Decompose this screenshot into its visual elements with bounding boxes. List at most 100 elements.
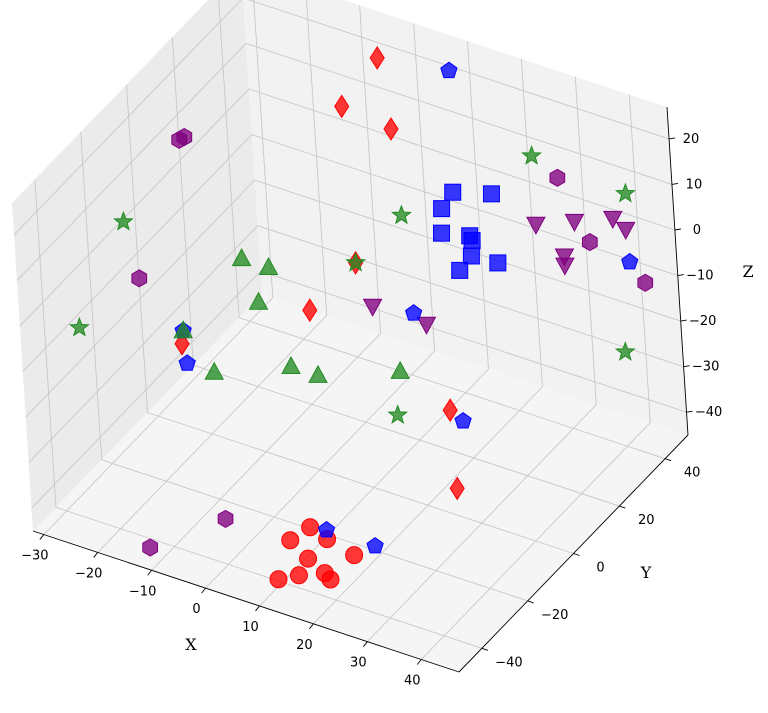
x-tick-label: 10 [242, 620, 259, 635]
x-tick-label: −10 [129, 584, 156, 599]
x-tick-mark [147, 569, 152, 576]
data-point-square [482, 185, 500, 203]
data-point-diamond [383, 117, 399, 141]
data-point-hexagon [582, 233, 598, 252]
axis-lines [32, 106, 693, 673]
data-point-circle [301, 518, 320, 537]
data-point-star [113, 210, 134, 231]
y-tick-mark [481, 647, 489, 651]
x-tick-label: 0 [192, 602, 200, 617]
z-tick-mark [668, 137, 676, 140]
data-point-circle [299, 549, 318, 568]
data-point-square [451, 261, 469, 279]
x-tick-label: −30 [21, 549, 48, 564]
x-tick-mark [255, 605, 260, 612]
grid-lines [13, 0, 687, 660]
data-point-star [387, 404, 409, 424]
axis-panes [12, 0, 688, 672]
data-point-hexagon [549, 168, 566, 187]
z-axis-line [666, 106, 689, 436]
x-tick-mark [416, 659, 422, 665]
x-tick-label: 30 [350, 656, 367, 671]
data-point-triangle-up [281, 355, 301, 374]
tick-labels: −30 −20 −10 0 10 20 30 40 −40 −20 0 20 40 −40 −30 −20 −1… [21, 132, 722, 689]
data-point-star [345, 251, 367, 272]
z-tick-label: −20 [689, 314, 716, 329]
data-point-triangle-up [204, 361, 225, 380]
y-axis-label: Y [640, 563, 652, 582]
grid-line-z [13, 0, 670, 236]
data-point-circle [281, 531, 300, 550]
data-point-triangle-up [173, 320, 194, 339]
grid-line-y [80, 131, 528, 602]
y-tick-label: −20 [541, 608, 568, 623]
data-point-pentagon [440, 61, 458, 79]
x-tick-mark [93, 552, 99, 558]
data-point-star [68, 316, 90, 337]
x-tick-label: −20 [75, 566, 102, 581]
z-tick-mark [671, 183, 679, 185]
data-point-star [614, 182, 636, 203]
y-tick-mark [619, 505, 626, 509]
data-point-hexagon [637, 273, 654, 292]
data-point-square [461, 227, 479, 245]
data-point-triangle-down [555, 257, 575, 276]
data-points [68, 45, 654, 589]
data-point-square [462, 247, 480, 265]
grid-line-x [259, 40, 489, 607]
y-tick-label: 20 [638, 513, 655, 528]
data-point-star [614, 341, 636, 361]
grid-line-y [34, 179, 483, 649]
pane-left [12, 0, 262, 531]
grid-line-x [43, 0, 274, 535]
data-point-triangle-down [564, 213, 585, 232]
y-tick-label: 0 [596, 561, 604, 576]
y-tick-label: −40 [495, 655, 522, 670]
x-tick-mark [309, 623, 314, 630]
x-tick-label: 40 [404, 674, 421, 689]
grid-line-y [218, 0, 666, 460]
z-tick-mark [677, 274, 684, 276]
z-tick-label: 0 [693, 223, 701, 238]
data-point-pentagon [366, 536, 384, 554]
z-axis-label: Z [742, 262, 753, 281]
y-tick-label: 40 [684, 466, 701, 481]
data-point-hexagon [217, 509, 234, 528]
data-point-circle [269, 570, 288, 589]
grid-line-z [16, 42, 673, 281]
grid-line-x [313, 58, 543, 625]
x-tick-mark [201, 587, 206, 594]
y-tick-mark [527, 600, 534, 604]
data-point-hexagon [176, 127, 193, 147]
data-point-triangle-down [526, 216, 546, 235]
grid-line-z [31, 270, 687, 509]
grid-line-x [366, 76, 597, 643]
data-point-triangle-down [615, 221, 636, 240]
data-point-hexagon [131, 269, 148, 288]
z-tick-label: 20 [683, 132, 700, 147]
x-axis-line [32, 530, 460, 673]
data-point-triangle-up [390, 360, 411, 379]
data-point-triangle-down [416, 316, 437, 335]
y-tick-mark [664, 458, 672, 462]
z-tick-mark [683, 365, 690, 368]
x-tick-mark [39, 534, 45, 540]
data-point-diamond [334, 94, 350, 119]
grid-line-y [126, 84, 574, 554]
data-point-triangle-up [231, 248, 252, 267]
data-point-diamond [449, 476, 465, 501]
grid-line-x [420, 94, 651, 660]
grid-line-z [25, 179, 681, 418]
grid-line-z [19, 88, 676, 327]
data-point-circle [289, 566, 308, 585]
data-point-square [433, 200, 451, 218]
data-point-triangle-down [362, 298, 383, 317]
z-tick-label: −10 [686, 269, 713, 284]
data-point-hexagon [142, 538, 158, 557]
data-point-triangle-up [258, 256, 279, 275]
data-point-star [521, 144, 542, 165]
data-point-diamond [442, 398, 458, 423]
grid-line-z [28, 225, 684, 464]
